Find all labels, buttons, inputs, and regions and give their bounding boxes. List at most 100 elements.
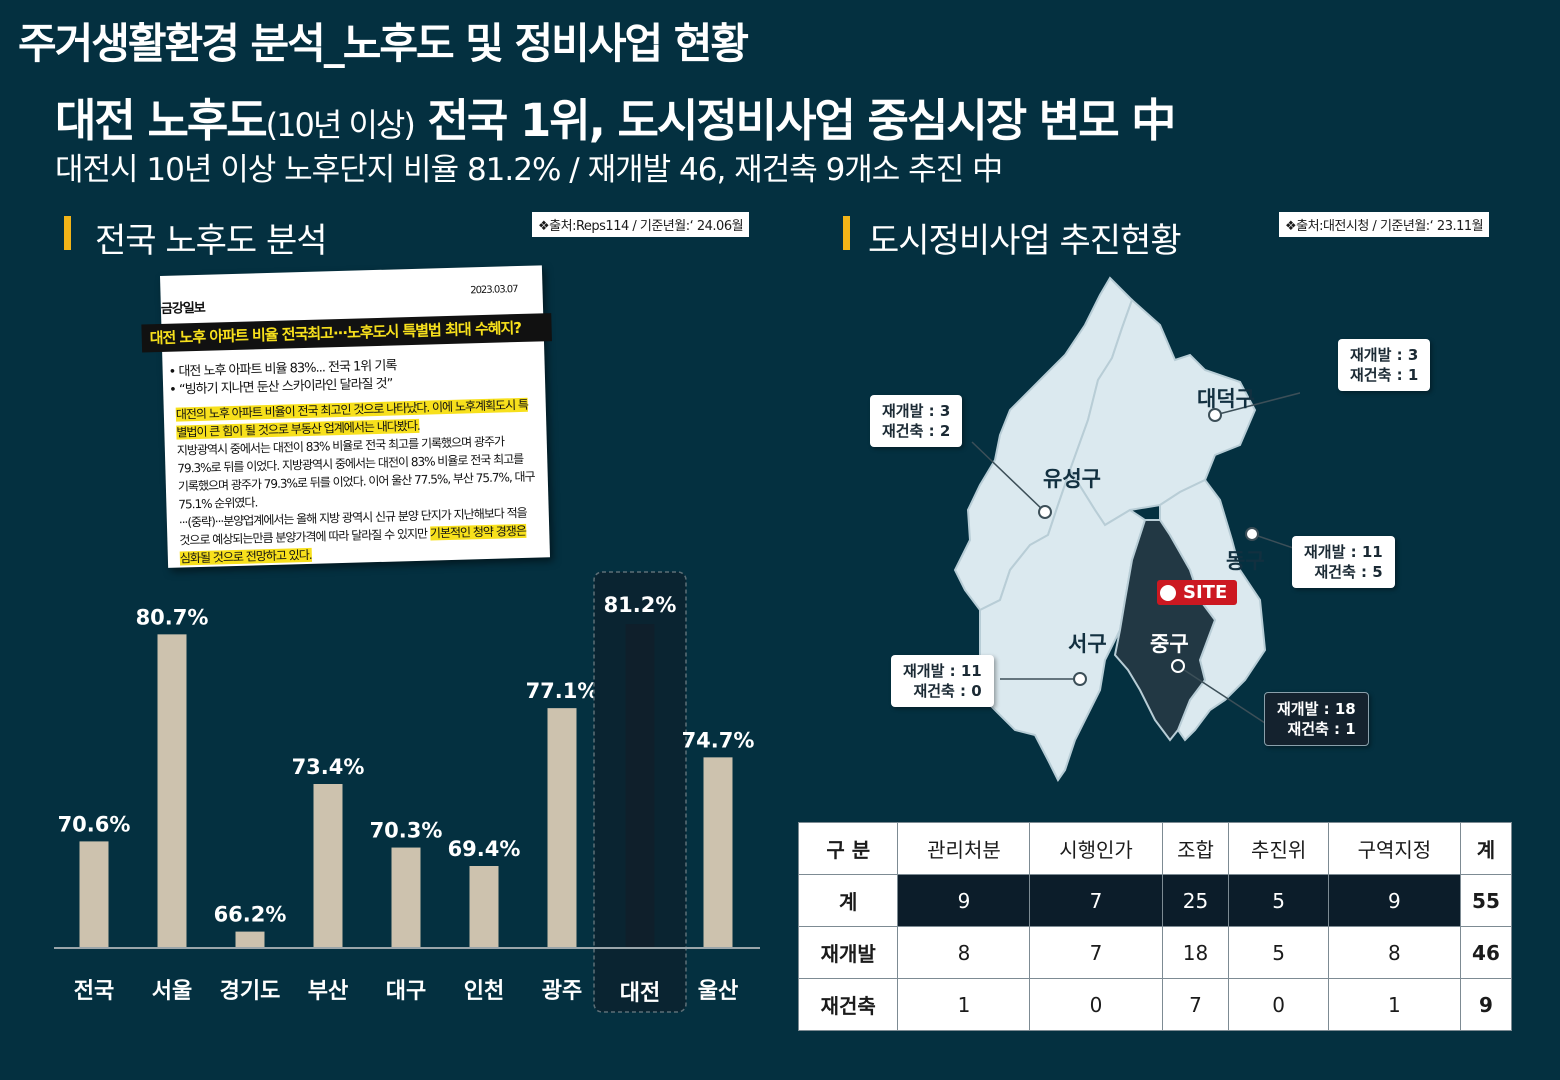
bar-value-label: 73.4% bbox=[292, 755, 365, 779]
table-cell: 0 bbox=[1029, 978, 1163, 1031]
news-date: 2023.03.07 bbox=[470, 284, 518, 297]
bar-value-label: 80.7% bbox=[136, 605, 209, 629]
callout-redevelop: 재개발 : 3 bbox=[882, 402, 951, 420]
section-marker bbox=[64, 216, 71, 250]
table-total-cell: 46 bbox=[1459, 926, 1513, 979]
table-cell: 1 bbox=[1327, 978, 1461, 1031]
news-paragraph: 지방광역시 중에서는 대전이 83% 비율로 전국 최고를 기록했으며 광주가 … bbox=[176, 434, 535, 512]
yuseong-marker-icon bbox=[1038, 505, 1052, 519]
bar-value-label: 69.4% bbox=[448, 837, 521, 861]
callout-redevelop: 재개발 : 18 bbox=[1277, 700, 1356, 718]
table-row-label: 재개발 bbox=[797, 926, 899, 979]
headline: 대전 노후도(10년 이상) 전국 1위, 도시정비사업 중심시장 변모 中 bbox=[55, 84, 1177, 149]
bar-value-label: 81.2% bbox=[604, 593, 677, 617]
bar-value-label: 77.1% bbox=[526, 679, 599, 703]
callout-rebuild: 재건축 : 5 bbox=[1314, 563, 1383, 581]
table-cell: 18 bbox=[1161, 926, 1230, 979]
table-cell: 5 bbox=[1228, 926, 1329, 979]
map-region-seo bbox=[979, 467, 1147, 782]
news-bullets: • 대전 노후 아파트 비율 83%... 전국 1위 기록 • “빙하기 지나… bbox=[168, 357, 397, 399]
district-label-daedeok: 대덕구 bbox=[1197, 387, 1255, 411]
table-cell: 8 bbox=[1327, 926, 1461, 979]
callout-rebuild: 재건축 : 1 bbox=[1287, 720, 1356, 738]
table-row-label: 재건축 bbox=[797, 978, 899, 1031]
table-header-cell: 추진위 bbox=[1228, 822, 1329, 875]
section-marker bbox=[843, 216, 850, 250]
callout-dong: 재개발 : 11 재건축 : 5 bbox=[1292, 536, 1395, 588]
left-section-title: 전국 노후도 분석 bbox=[95, 221, 328, 261]
news-body: 대전의 노후 아파트 비율이 전국 최고인 것으로 나타났다. 이에 노후계획도… bbox=[175, 396, 538, 568]
bar-부산 bbox=[313, 784, 343, 948]
table-row-label: 계 bbox=[797, 874, 899, 927]
callout-rebuild: 재건축 : 0 bbox=[913, 682, 982, 700]
left-source-note: ❖출처:Reps114 / 기준년월:‘ 24.06월 bbox=[532, 212, 750, 237]
table-cell: 9 bbox=[1327, 874, 1461, 927]
table-cell: 7 bbox=[1029, 926, 1163, 979]
table-header-cell: 계 bbox=[1459, 822, 1513, 875]
headline-main-a: 대전 노후도 bbox=[55, 94, 268, 147]
table-cell: 8 bbox=[897, 926, 1031, 979]
daejeon-district-map bbox=[953, 276, 1300, 782]
category-label: 대전 bbox=[620, 981, 660, 1006]
news-clipping: 금강일보 2023.03.07 대전 노후 아파트 비율 전국최고···노후도시… bbox=[141, 265, 552, 568]
bar-광주 bbox=[547, 708, 577, 948]
table-cell: 25 bbox=[1161, 874, 1230, 927]
bar-인천 bbox=[469, 866, 499, 948]
category-label: 대구 bbox=[386, 979, 426, 1004]
table-row: 재개발 8 7 18 5 8 46 bbox=[797, 926, 1513, 979]
callout-daedeok: 재개발 : 3 재건축 : 1 bbox=[1338, 339, 1431, 391]
right-section-title: 도시정비사업 추진현황 bbox=[868, 221, 1182, 261]
category-label: 광주 bbox=[542, 979, 582, 1004]
table-cell: 0 bbox=[1228, 978, 1329, 1031]
district-label-yuseong: 유성구 bbox=[1043, 467, 1101, 491]
category-label: 경기도 bbox=[220, 979, 281, 1004]
category-label: 울산 bbox=[698, 979, 738, 1004]
category-label: 서울 bbox=[152, 979, 192, 1004]
map-land bbox=[953, 276, 1267, 782]
table-row: 재건축 1 0 7 0 1 9 bbox=[797, 978, 1513, 1031]
jung-marker-icon bbox=[1171, 659, 1185, 673]
callout-rebuild: 재건축 : 2 bbox=[882, 422, 951, 440]
category-label: 전국 bbox=[74, 979, 114, 1004]
right-source-note: ❖출처:대전시청 / 기준년월:‘ 23.11월 bbox=[1279, 212, 1490, 237]
table-header-cell: 시행인가 bbox=[1029, 822, 1163, 875]
bar-value-label: 70.3% bbox=[370, 819, 443, 843]
table-cell: 5 bbox=[1228, 874, 1329, 927]
bar-전국 bbox=[79, 841, 109, 948]
bar-value-label: 66.2% bbox=[214, 903, 287, 927]
seo-marker-icon bbox=[1073, 672, 1087, 686]
table-cell: 1 bbox=[897, 978, 1031, 1031]
callout-yuseong: 재개발 : 3 재건축 : 2 bbox=[870, 395, 963, 447]
news-headline: 대전 노후 아파트 비율 전국최고···노후도시 특별법 최대 수혜지? bbox=[141, 313, 552, 353]
district-label-jung: 중구 bbox=[1150, 632, 1189, 656]
table-header-cell: 구역지정 bbox=[1327, 822, 1461, 875]
table-header-cell: 조합 bbox=[1161, 822, 1230, 875]
map-leader-lines bbox=[971, 392, 1300, 726]
table-header-cell: 관리처분 bbox=[897, 822, 1031, 875]
callout-jung: 재개발 : 18 재건축 : 1 bbox=[1264, 692, 1369, 746]
table-cell: 9 bbox=[897, 874, 1031, 927]
bar-대구 bbox=[391, 847, 421, 948]
table-row: 계 9 7 25 5 9 55 bbox=[797, 874, 1513, 927]
category-label: 부산 bbox=[308, 979, 348, 1004]
subheadline: 대전시 10년 이상 노후단지 비율 81.2% / 재개발 46, 재건축 9… bbox=[55, 152, 1003, 188]
district-label-dong: 동구 bbox=[1226, 549, 1265, 573]
bar-서울 bbox=[157, 634, 187, 948]
bar-경기도 bbox=[235, 931, 265, 948]
map-region-jung bbox=[1113, 519, 1217, 742]
table-cell: 7 bbox=[1029, 874, 1163, 927]
table-total-cell: 9 bbox=[1459, 978, 1513, 1031]
project-status-table: 구 분 관리처분 시행인가 조합 추진위 구역지정 계 계 9 7 25 5 9… bbox=[797, 822, 1513, 1031]
category-label: 인천 bbox=[464, 979, 504, 1004]
bar-대전 bbox=[625, 624, 655, 948]
headline-small: (10년 이상) bbox=[265, 106, 416, 144]
district-label-seo: 서구 bbox=[1068, 632, 1107, 656]
callout-redevelop: 재개발 : 11 bbox=[903, 662, 982, 680]
site-marker-icon bbox=[1157, 582, 1179, 604]
bar-value-label: 70.6% bbox=[58, 812, 131, 836]
callout-rebuild: 재건축 : 1 bbox=[1350, 366, 1419, 384]
headline-main-b: 전국 1위, 도시정비사업 중심시장 변모 中 bbox=[413, 94, 1177, 147]
table-cell: 7 bbox=[1161, 978, 1230, 1031]
page-title: 주거생활환경 분석_노후도 및 정비사업 현황 bbox=[18, 19, 749, 68]
daedeok-marker-icon bbox=[1208, 408, 1222, 422]
